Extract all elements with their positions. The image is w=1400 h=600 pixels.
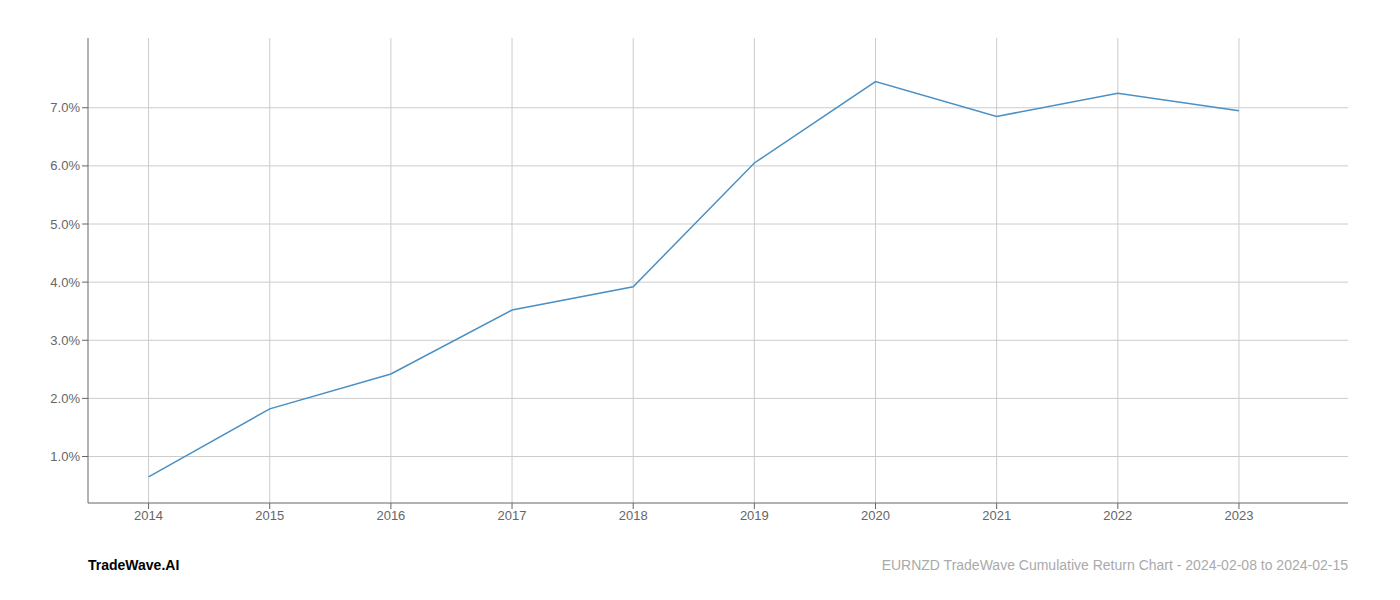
svg-text:7.0%: 7.0% [50, 100, 80, 115]
svg-text:1.0%: 1.0% [50, 449, 80, 464]
svg-text:2023: 2023 [1225, 508, 1254, 523]
svg-text:3.0%: 3.0% [50, 333, 80, 348]
svg-text:2.0%: 2.0% [50, 391, 80, 406]
svg-text:2019: 2019 [740, 508, 769, 523]
svg-text:6.0%: 6.0% [50, 158, 80, 173]
svg-text:2020: 2020 [861, 508, 890, 523]
svg-text:2018: 2018 [619, 508, 648, 523]
svg-text:2022: 2022 [1103, 508, 1132, 523]
svg-text:5.0%: 5.0% [50, 217, 80, 232]
svg-text:4.0%: 4.0% [50, 275, 80, 290]
svg-text:2017: 2017 [498, 508, 527, 523]
svg-text:2014: 2014 [134, 508, 163, 523]
svg-text:2016: 2016 [376, 508, 405, 523]
html-text:EURNZD TradeWave Cumulative Re: EURNZD TradeWave Cumulative Return Chart… [881, 557, 1348, 573]
svg-text:2021: 2021 [982, 508, 1011, 523]
svg-text:2015: 2015 [255, 508, 284, 523]
html-text:TradeWave.AI: TradeWave.AI [88, 557, 180, 573]
